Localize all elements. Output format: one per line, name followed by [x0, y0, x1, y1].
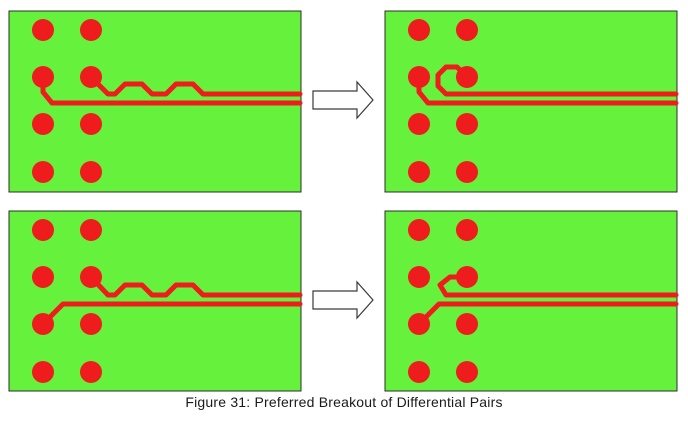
board-bottom-left	[8, 210, 302, 392]
traces-top-right	[416, 64, 679, 106]
trace-negative	[416, 301, 679, 327]
trace-positive	[435, 64, 679, 97]
figure-caption: Figure 31: Preferred Breakout of Differe…	[185, 394, 503, 410]
board-bottom-right	[384, 210, 678, 392]
pad	[80, 19, 102, 41]
traces-bottom-left	[40, 274, 303, 327]
pad	[80, 161, 102, 183]
trace-negative	[416, 74, 679, 106]
pad	[80, 313, 102, 335]
trace-positive	[437, 274, 679, 298]
panel-top-left	[8, 10, 303, 193]
traces-top-left	[40, 74, 303, 106]
pad	[408, 266, 430, 288]
pad	[408, 361, 430, 383]
pad	[456, 113, 478, 135]
pads-top-left	[32, 19, 102, 183]
pad	[408, 19, 430, 41]
pad	[80, 361, 102, 383]
panel-bottom-left	[8, 210, 303, 392]
trace-negative	[40, 74, 303, 106]
pad	[32, 113, 54, 135]
traces-bottom-right	[416, 274, 679, 327]
arrow-bottom	[312, 280, 374, 320]
panel-bottom-right	[384, 210, 679, 392]
trace-negative	[40, 301, 303, 327]
pad	[32, 266, 54, 288]
pad	[408, 161, 430, 183]
pad	[80, 113, 102, 135]
pad	[456, 161, 478, 183]
pad	[456, 361, 478, 383]
pad	[80, 219, 102, 241]
breakout-figure	[8, 10, 679, 392]
pad	[408, 113, 430, 135]
pad	[456, 219, 478, 241]
arrow-top	[312, 80, 374, 120]
panel-top-right	[384, 10, 679, 193]
pad	[456, 313, 478, 335]
trace-positive	[88, 274, 303, 298]
pad	[32, 219, 54, 241]
pad	[32, 161, 54, 183]
pad	[32, 361, 54, 383]
pad	[408, 219, 430, 241]
trace-positive	[88, 74, 303, 97]
pad	[456, 19, 478, 41]
pad	[32, 19, 54, 41]
